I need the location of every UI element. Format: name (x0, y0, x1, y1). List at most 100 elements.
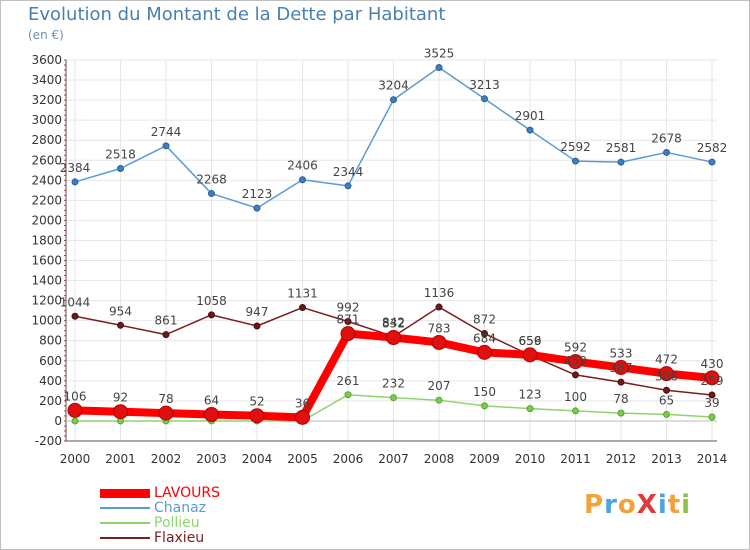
flaxieu-data-label: 861 (155, 314, 178, 328)
chanaz-data-label: 2344 (333, 165, 364, 179)
x-tick-label: 2008 (424, 452, 455, 466)
x-tick-label: 2011 (560, 452, 591, 466)
lavours-point (659, 366, 674, 382)
lavours-data-label: 684 (473, 331, 496, 345)
y-tick-label: 2800 (31, 133, 62, 147)
flaxieu-data-label: 259 (701, 374, 724, 388)
chanaz-data-label: 2901 (515, 109, 546, 123)
x-tick-label: 2005 (287, 452, 318, 466)
lavours-data-label: 592 (564, 341, 587, 355)
y-tick-label: 3400 (31, 73, 62, 87)
flaxieu-data-label: 992 (337, 300, 360, 314)
pollieu-point (481, 402, 488, 410)
y-tick-label: 200 (39, 394, 62, 408)
pollieu-point (344, 391, 352, 399)
chanaz-data-label: 2592 (560, 140, 591, 154)
flaxieu-data-label: 459 (564, 354, 587, 368)
y-tick-label: 3000 (31, 113, 62, 127)
y-tick-label: 800 (39, 334, 62, 348)
lavours-data-label: 430 (701, 357, 724, 371)
chanaz-point (435, 64, 443, 72)
chanaz-data-label: 2406 (287, 159, 318, 173)
pollieu-point (572, 407, 579, 415)
chanaz-point (162, 142, 170, 150)
lavours-data-label: 64 (204, 394, 219, 408)
chanaz-data-label: 2384 (60, 161, 91, 175)
proxiti-logo: ProXiti (584, 490, 692, 520)
y-tick-label: 2200 (31, 193, 62, 207)
pollieu-data-label: 150 (473, 385, 496, 399)
plot-area (66, 60, 717, 441)
y-tick-label: 2400 (31, 173, 62, 187)
flaxieu-point (117, 321, 124, 329)
pollieu-data-label: 123 (519, 388, 542, 402)
y-tick-label: 600 (39, 354, 62, 368)
flaxieu-point (481, 330, 488, 338)
chanaz-point (390, 96, 397, 104)
y-tick-label: 2600 (31, 153, 62, 167)
flaxieu-point (435, 303, 443, 311)
x-tick-label: 2013 (651, 452, 682, 466)
flaxieu-data-label: 954 (109, 304, 132, 318)
legend-label: LAVOURS (154, 485, 221, 501)
flaxieu-data-label: 387 (610, 361, 633, 375)
lavours-data-label: 783 (428, 321, 451, 335)
legend-label: Flaxieu (154, 530, 205, 546)
chanaz-point (481, 95, 488, 103)
chanaz-data-label: 2123 (242, 187, 273, 201)
x-tick-label: 2001 (105, 452, 136, 466)
chanaz-point (208, 190, 215, 198)
flaxieu-point (708, 391, 716, 399)
y-tick-label: 1800 (31, 233, 62, 247)
legend-item-pollieu: Pollieu (100, 516, 200, 530)
pollieu-data-label: 39 (704, 396, 719, 410)
y-tick-label: 1200 (31, 294, 62, 308)
y-tick-label: 3200 (31, 93, 62, 107)
flaxieu-data-label: 947 (246, 305, 269, 319)
lavours-data-label: 832 (382, 317, 405, 331)
x-tick-label: 2012 (606, 452, 637, 466)
lavours-point (340, 326, 356, 342)
chanaz-data-label: 3213 (469, 78, 500, 92)
y-tick-label: 2000 (31, 213, 62, 227)
legend-item-flaxieu: Flaxieu (100, 531, 204, 545)
pollieu-point (663, 410, 670, 418)
chanaz-point (117, 164, 124, 172)
lavours-point (522, 347, 538, 363)
lavours-data-label: 533 (610, 347, 633, 361)
pollieu-data-label: 232 (382, 377, 405, 391)
chart-subtitle: (en €) (28, 28, 64, 42)
flaxieu-point (299, 304, 306, 312)
chanaz-data-label: 3204 (378, 79, 409, 93)
lavours-point (295, 409, 310, 425)
lavours-data-label: 52 (249, 395, 264, 409)
flaxieu-point (663, 386, 670, 394)
flaxieu-point (617, 378, 625, 386)
legend-item-lavours: LAVOURS (100, 486, 220, 500)
x-tick-label: 2000 (60, 452, 91, 466)
x-tick-label: 2010 (515, 452, 546, 466)
chanaz-point (572, 157, 579, 165)
pollieu-point (708, 413, 716, 421)
legend-label: Chanaz (154, 500, 207, 516)
flaxieu-data-label: 1044 (60, 295, 91, 309)
legend-swatch (100, 522, 150, 524)
flaxieu-point (71, 312, 79, 320)
flaxieu-point (344, 317, 352, 325)
chanaz-data-label: 2518 (105, 147, 136, 161)
x-tick-label: 2003 (196, 452, 227, 466)
chanaz-data-label: 2268 (196, 173, 227, 187)
pollieu-point (617, 409, 625, 417)
flaxieu-data-label: 656 (519, 334, 542, 348)
flaxieu-data-label: 1131 (287, 287, 318, 301)
chanaz-point (708, 158, 716, 166)
pollieu-point (435, 396, 443, 404)
chanaz-point (344, 182, 352, 190)
lavours-data-label: 106 (64, 389, 87, 403)
lavours-point (67, 402, 83, 418)
flaxieu-data-label: 872 (473, 313, 496, 327)
x-tick-label: 2006 (333, 452, 364, 466)
lavours-point (249, 408, 265, 424)
pollieu-point (526, 405, 534, 413)
